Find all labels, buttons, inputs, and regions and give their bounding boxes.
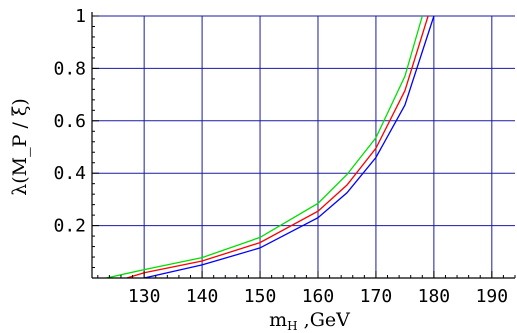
y-tick-label: 0.8 (53, 58, 86, 79)
grid-lines (92, 15, 515, 278)
series-line-2 (126, 15, 429, 279)
x-tick-label: 160 (302, 286, 335, 307)
y-axis-title: λ(M_P / ξ) (9, 98, 31, 196)
y-tick-label: 0.2 (53, 216, 86, 237)
series-lines (106, 15, 435, 279)
x-tick-label: 150 (244, 286, 277, 307)
x-tick-label: 140 (186, 286, 219, 307)
x-tick-label: 170 (360, 286, 393, 307)
y-tick-label: 1 (75, 6, 86, 27)
x-tick-label: 190 (476, 286, 509, 307)
x-tick-label: 180 (418, 286, 451, 307)
series-line-1 (106, 15, 423, 279)
tick-labels: 130 140 150 160 170 180 190 0.2 0.4 0.6 0.8 1 (53, 6, 508, 307)
y-tick-label: 0.4 (53, 163, 86, 184)
x-tick-label: 130 (128, 286, 161, 307)
x-axis-title: mH ,GeV (269, 309, 350, 333)
axes (91, 12, 516, 279)
series-line-3 (144, 15, 435, 279)
y-tick-label: 0.6 (53, 111, 86, 132)
